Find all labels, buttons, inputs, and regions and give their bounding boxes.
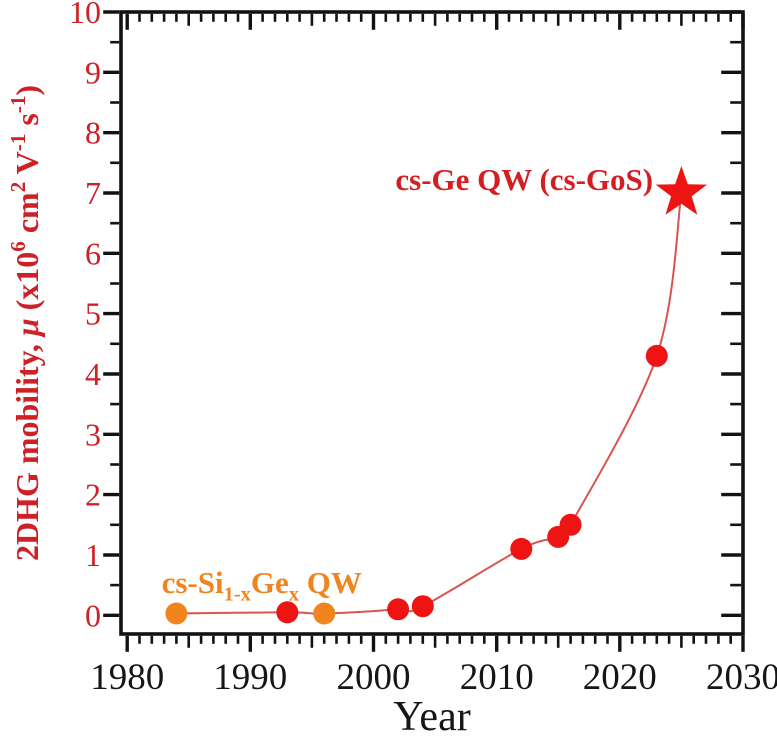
- y-tick-label-9: 9: [85, 54, 101, 90]
- y-tick-label-8: 8: [85, 115, 101, 151]
- y-tick-label-1: 1: [85, 537, 101, 573]
- x-tick-label-1980: 1980: [90, 657, 164, 698]
- x-tick-label-2000: 2000: [337, 657, 411, 698]
- cs-sige-qw-label: cs-Si1-xGex QW: [162, 565, 362, 605]
- y-tick-label-5: 5: [85, 296, 101, 332]
- x-tick-label-1990: 1990: [213, 657, 287, 698]
- y-tick-label-2: 2: [85, 477, 101, 513]
- data-point-1984: [165, 602, 188, 625]
- x-tick-label-2020: 2020: [583, 657, 657, 698]
- data-point-2004: [411, 595, 434, 618]
- data-point-1996: [313, 602, 336, 625]
- x-tick-label-2030: 2030: [706, 657, 777, 698]
- cs-ge-qw-label: cs-Ge QW (cs-GoS): [395, 162, 653, 197]
- data-point-1993: [276, 601, 299, 624]
- x-tick-label-2010: 2010: [460, 657, 534, 698]
- data-point-2016: [559, 513, 582, 536]
- trend-line: [176, 192, 683, 615]
- star-marker-2025: [655, 166, 708, 215]
- y-tick-label-7: 7: [85, 175, 101, 211]
- y-tick-label-4: 4: [85, 356, 101, 392]
- plot-frame: [119, 10, 745, 636]
- x-axis-label: Year: [393, 694, 470, 738]
- y-tick-label-10: 10: [69, 0, 101, 30]
- y-tick-label-0: 0: [85, 597, 101, 633]
- data-point-2012: [510, 537, 533, 560]
- data-point-2023: [645, 344, 668, 367]
- y-axis-label: 2DHG mobility, μ (x106 cm2 V-1 s-1): [6, 85, 45, 561]
- data-point-2002: [387, 598, 410, 621]
- y-tick-label-6: 6: [85, 235, 101, 271]
- y-tick-label-3: 3: [85, 416, 101, 452]
